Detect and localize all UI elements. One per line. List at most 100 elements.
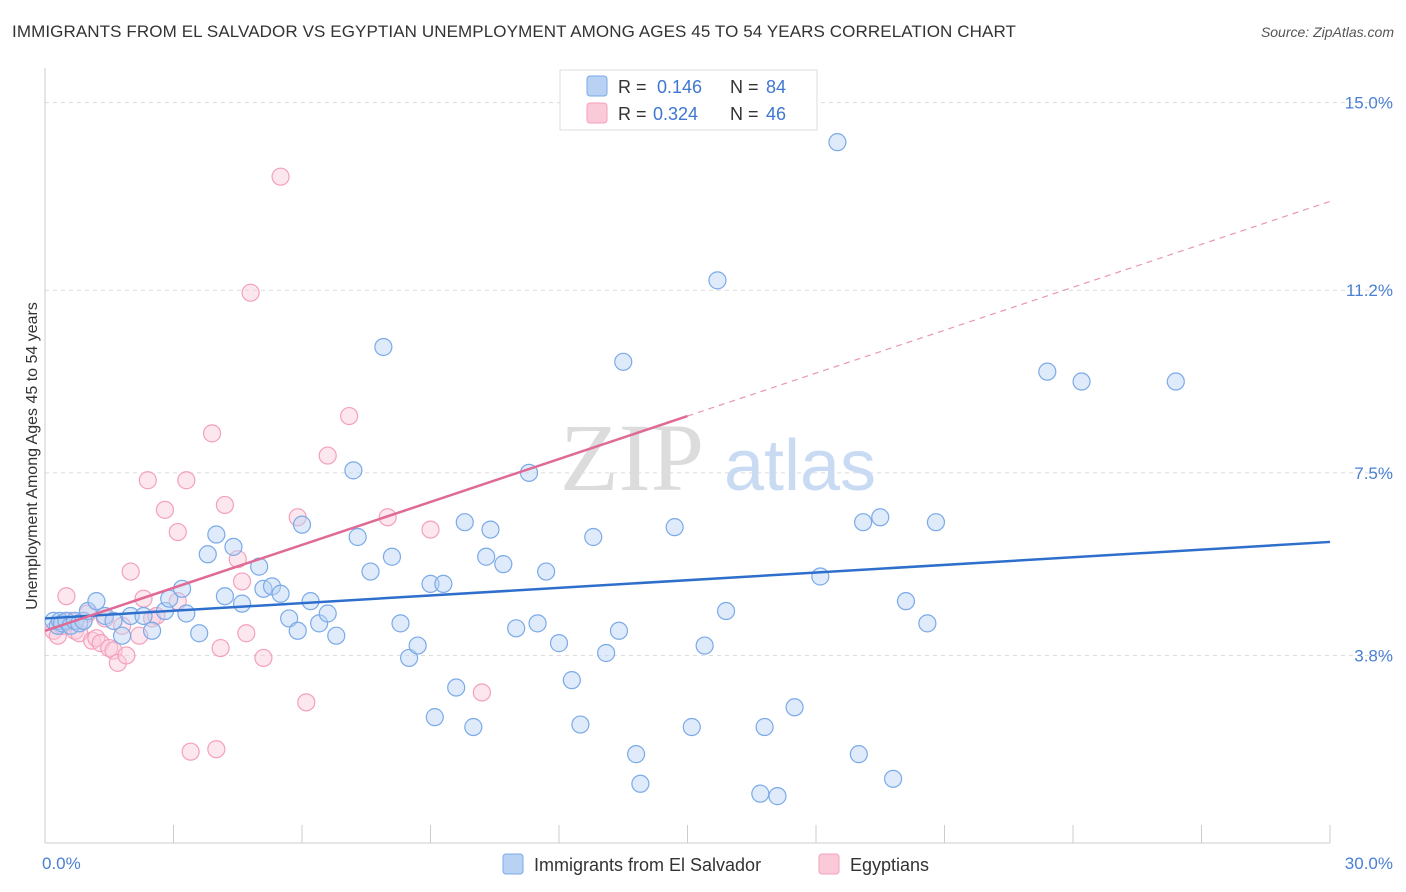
el-salvador-point-74 [751,784,770,803]
el-salvador-point-43 [391,614,410,633]
egyptians-point-30 [207,740,226,759]
legend-n-label-pink: N = [730,104,759,124]
el-salvador-point-49 [447,678,466,697]
trend-line-dashed-1 [687,200,1331,417]
x-tick-label-max: 30.0% [1345,854,1393,873]
bottom-legend-label-blue: Immigrants from El Salvador [534,855,761,875]
el-salvador-point-38 [344,461,363,480]
el-salvador-point-84 [918,614,937,633]
egyptians-point-29 [202,424,222,443]
legend-r-value-pink: 0.324 [653,104,698,124]
stats-legend: R = 0.146 N = 84 R = 0.324 N = 46 [559,69,818,131]
watermark-atlas: atlas [724,426,876,506]
watermark: ZIP atlas [560,404,876,511]
legend-swatch-blue [586,75,608,97]
grid-lines [45,102,1392,656]
el-salvador-point-23 [207,525,226,544]
el-salvador-point-42 [382,547,402,566]
el-salvador-point-59 [549,634,569,653]
el-salvador-point-71 [708,271,727,290]
el-salvador-point-13 [112,626,132,645]
el-salvador-point-41 [374,337,393,357]
legend-r-label-pink: R = [618,104,647,124]
el-salvador-point-81 [871,508,890,527]
el-salvador-point-46 [421,574,440,593]
el-salvador-point-87 [1072,372,1091,391]
el-salvador-point-20 [177,604,196,623]
el-salvador-point-32 [288,621,307,640]
tick-labels: 3.8% 7.5% 11.2% 15.0% 0.0% 30.0% [42,94,1393,873]
el-salvador-point-73 [755,717,774,737]
trend-line-0 [44,540,1331,620]
legend-n-value-blue: 84 [766,77,786,97]
el-salvador-point-88 [1166,372,1185,391]
el-salvador-point-54 [494,555,513,574]
el-salvador-point-44 [399,648,419,668]
el-salvador-point-85 [926,513,946,532]
el-salvador-point-82 [883,769,903,788]
el-salvador-point-53 [481,520,500,539]
egyptians-point-18 [121,562,140,581]
egyptians-point-44 [421,520,440,539]
egyptians-point-34 [232,572,252,591]
el-salvador-point-86 [1038,362,1057,381]
el-salvador-point-67 [631,774,650,793]
legend-swatch-pink [586,102,608,124]
egyptians-point-21 [138,471,157,490]
el-salvador-point-83 [896,592,916,611]
el-salvador-point-21 [190,624,209,643]
egyptians-point-38 [271,167,290,186]
el-salvador-point-79 [849,745,868,764]
el-salvador-point-68 [665,518,684,537]
el-salvador-point-45 [408,636,427,655]
el-salvador-point-80 [854,513,873,532]
egyptians-point-45 [472,683,491,702]
bottom-legend-swatch-pink [818,853,840,875]
el-salvador-point-33 [292,515,312,534]
series-legend: Immigrants from El Salvador Egyptians [502,853,929,875]
el-salvador-point-40 [361,562,380,581]
el-salvador-point-52 [477,547,496,566]
el-salvador-point-26 [232,594,252,613]
egyptians-point-37 [254,648,273,668]
egyptians-point-25 [168,522,187,542]
el-salvador-point-31 [280,609,299,628]
legend-r-value-blue: 0.146 [657,77,702,97]
egyptians-point-41 [318,446,337,465]
source-label: Source: ZipAtlas.com [1260,24,1394,40]
el-salvador-point-60 [562,671,581,690]
egyptians-point-36 [241,283,260,302]
el-salvador-point-76 [785,698,804,717]
legend-r-label-blue: R = [618,77,647,97]
egyptians-point-35 [237,624,256,643]
axes [44,68,1331,844]
y-tick-label-0: 3.8% [1354,646,1393,665]
el-salvador-point-57 [528,614,547,633]
el-salvador-point-62 [584,527,603,547]
el-salvador-point-64 [609,621,629,640]
chart-title: IMMIGRANTS FROM EL SALVADOR VS EGYPTIAN … [12,22,1017,41]
egyptians-point-24 [155,500,175,519]
el-salvador-point-12 [104,611,123,631]
el-salvador-point-55 [507,619,526,638]
trend-lines [44,200,1331,632]
el-salvador-point-39 [348,527,367,547]
el-salvador-point-51 [464,717,483,737]
el-salvador-point-16 [142,621,162,640]
y-tick-label-1: 7.5% [1354,464,1393,483]
el-salvador-point-25 [224,537,243,556]
egyptians-point-27 [177,471,196,490]
egyptians-point-3 [57,587,76,606]
el-salvador-point-63 [597,643,616,663]
el-salvador-point-58 [537,562,556,581]
el-salvador-point-36 [318,604,337,623]
egyptians-point-42 [340,406,359,426]
el-salvador-point-30 [271,584,290,603]
el-salvador-point-10 [87,592,106,611]
el-salvador-point-75 [768,787,787,806]
y-tick-label-3: 15.0% [1345,94,1393,113]
egyptians-point-17 [117,646,136,665]
el-salvador-point-47 [425,708,444,727]
bottom-legend-label-pink: Egyptians [850,855,929,875]
